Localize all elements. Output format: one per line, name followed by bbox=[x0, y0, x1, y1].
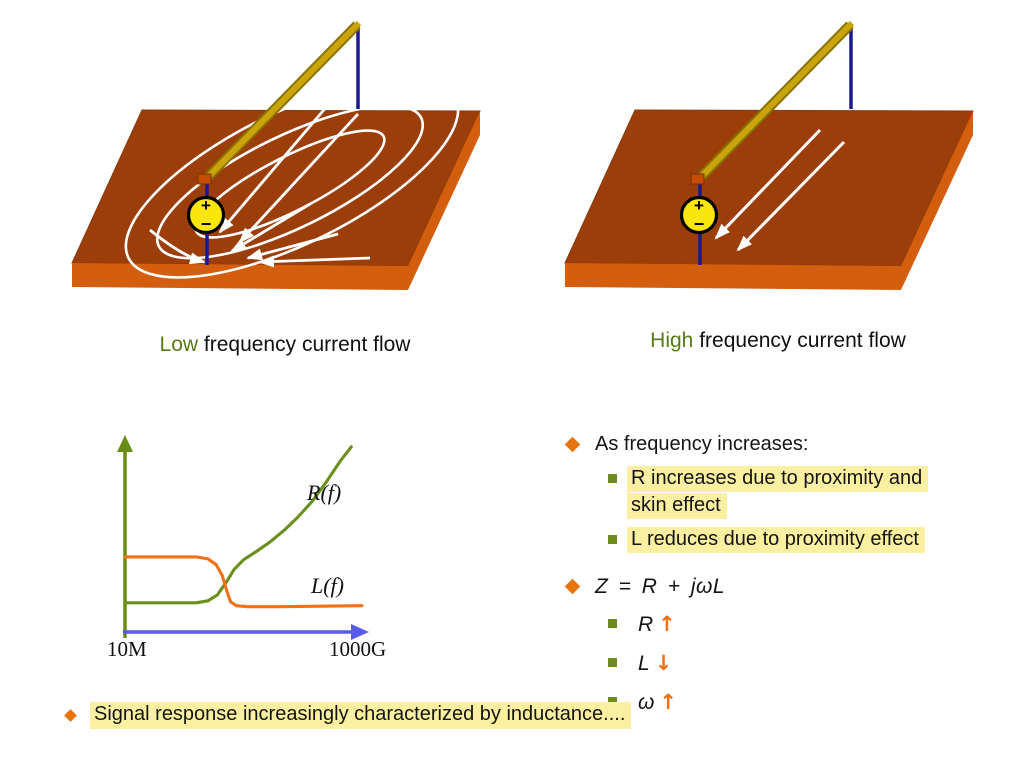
x-tick-min: 10M bbox=[107, 637, 147, 661]
down-arrow-icon: ↓ bbox=[654, 651, 673, 675]
square-bullet-icon bbox=[608, 474, 617, 483]
r-increase-text: R increases due to proximity and skin ef… bbox=[627, 465, 929, 519]
impedance-formula: Z = R + jωL bbox=[595, 575, 726, 598]
rf-lf-frequency-chart: R(f) L(f) 10M 1000G bbox=[107, 435, 386, 661]
source-plus-label: + bbox=[201, 196, 211, 215]
diamond-bullet-icon bbox=[564, 436, 581, 453]
square-bullet-icon bbox=[608, 658, 617, 667]
diamond-bullet-icon bbox=[64, 709, 77, 722]
inductance-curve-label: L(f) bbox=[310, 573, 344, 598]
list-item: L ↓ bbox=[608, 649, 1016, 678]
caption-accent-word: Low bbox=[159, 333, 199, 356]
r-symbol: R bbox=[638, 613, 654, 636]
list-item: L reduces due to proximity effect bbox=[608, 526, 1016, 553]
highlighted-text: Signal response increasingly characteriz… bbox=[90, 702, 632, 729]
list-item: As frequency increases: bbox=[556, 431, 1016, 458]
caption-rest: frequency current flow bbox=[198, 333, 411, 356]
high-frequency-caption: High frequency current flow bbox=[553, 328, 1003, 354]
list-item: ω ↑ bbox=[608, 688, 1016, 717]
low-frequency-caption: Low frequency current flow bbox=[60, 332, 510, 358]
list-item: R ↑ bbox=[608, 610, 1016, 639]
high-frequency-pcb-diagram: + − bbox=[564, 8, 974, 291]
caption-rest: frequency current flow bbox=[693, 329, 906, 352]
omega-symbol: ω bbox=[638, 691, 655, 714]
source-plus-label: + bbox=[694, 196, 704, 215]
source-minus-label: − bbox=[694, 214, 705, 234]
highlighted-text: R increases due to proximity and bbox=[627, 466, 929, 492]
low-frequency-pcb-diagram: + − bbox=[71, 8, 481, 291]
square-bullet-icon bbox=[608, 535, 617, 544]
square-bullet-icon bbox=[608, 619, 617, 628]
inductance-curve bbox=[123, 555, 364, 609]
y-axis-arrowhead bbox=[117, 435, 133, 452]
up-arrow-icon: ↑ bbox=[658, 612, 676, 636]
frequency-header-text: As frequency increases: bbox=[595, 433, 809, 455]
list-item: Z = R + jωL bbox=[556, 573, 1016, 600]
list-item: R increases due to proximity and skin ef… bbox=[608, 465, 1016, 519]
caption-accent-word: High bbox=[650, 329, 694, 352]
x-axis-arrowhead bbox=[351, 624, 369, 640]
resistance-curve bbox=[123, 445, 353, 605]
bullet-list: As frequency increases: R increases due … bbox=[556, 431, 1016, 717]
converging-current-arrows bbox=[149, 97, 371, 268]
return-current-arrows bbox=[714, 128, 846, 252]
up-arrow-icon: ↑ bbox=[659, 690, 677, 714]
highlighted-text: skin effect bbox=[627, 493, 727, 519]
source-minus-label: − bbox=[201, 214, 212, 234]
l-reduce-text: L reduces due to proximity effect bbox=[627, 526, 925, 553]
highlighted-text: L reduces due to proximity effect bbox=[627, 527, 925, 553]
resistance-curve-label: R(f) bbox=[306, 480, 341, 505]
diamond-bullet-icon bbox=[564, 578, 581, 595]
x-tick-max: 1000G bbox=[329, 637, 386, 661]
l-symbol: L bbox=[638, 652, 650, 675]
footer-statement: Signal response increasingly characteriz… bbox=[58, 702, 632, 729]
square-bullet-icon bbox=[608, 697, 617, 706]
